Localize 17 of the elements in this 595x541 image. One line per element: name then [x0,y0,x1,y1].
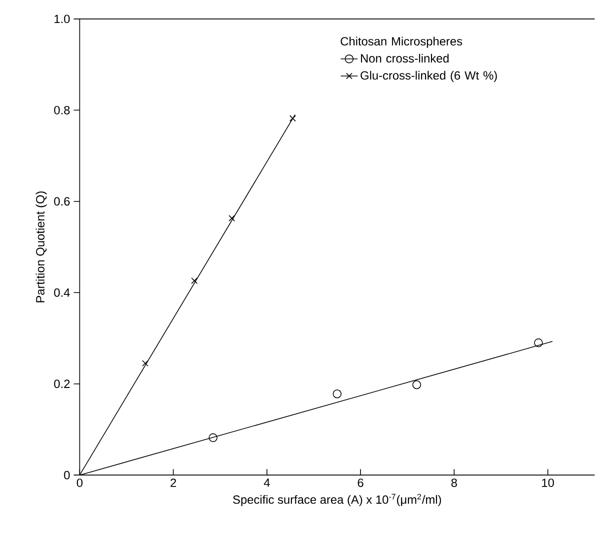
x-axis-title: Specific surface area (A) x 10$^{-7}$(μm$^{2}$/ml) [233,494,442,506]
y-tick-label: 1.0 [54,14,70,24]
x-tick-label: 2 [170,478,176,487]
x-tick-label: 4 [264,478,270,487]
x-tick-label: 0 [76,478,83,488]
y-tick-label: 0.4 [54,288,70,297]
y-axis-title: Partition Quotient (Q) [36,192,47,302]
x-tick-label: 6 [358,478,364,488]
legend-title: Chitosan Microspheres [340,36,462,48]
x-tick-label: 8 [451,478,457,488]
legend-label: Glu-cross-linked (6 Wt %) [360,71,497,82]
y-tick-label: 0.2 [54,380,70,388]
y-tick-label: 0 [64,470,70,480]
y-tick-label: 0.8 [54,106,70,114]
legend-label: Non cross-linked [361,54,449,63]
y-tick-label: 0.6 [54,197,70,206]
x-tick-label: 10 [542,478,554,488]
